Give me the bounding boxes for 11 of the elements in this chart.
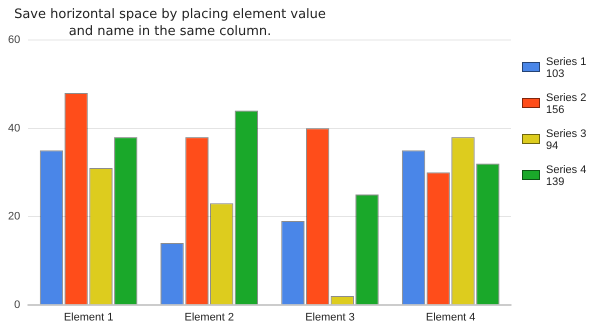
x-tick-label: Element 4 bbox=[426, 311, 476, 324]
legend-label: Series 2 156 bbox=[546, 92, 586, 116]
y-tick-label: 40 bbox=[8, 122, 20, 134]
x-tick-label: Element 1 bbox=[64, 311, 114, 324]
x-tick-label: Element 2 bbox=[184, 311, 234, 324]
legend-label: Series 3 94 bbox=[546, 128, 586, 152]
x-tick-label: Element 3 bbox=[305, 311, 355, 324]
y-tick-label: 20 bbox=[8, 210, 20, 223]
legend-label: Series 1 103 bbox=[546, 56, 586, 80]
y-tick-label: 0 bbox=[14, 298, 20, 311]
legend-label: Series 4 139 bbox=[546, 164, 586, 188]
